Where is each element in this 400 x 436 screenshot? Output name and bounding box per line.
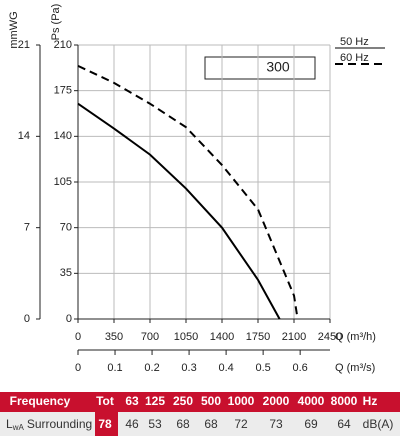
table-value: 72 [234, 417, 248, 431]
table-value: 73 [269, 417, 283, 431]
y2-tick-label: 21 [18, 39, 30, 51]
x-tick-label: 700 [141, 331, 159, 343]
x2-tick-label: 0.3 [181, 362, 196, 374]
table-row-bg [0, 412, 400, 436]
table-value: 53 [148, 417, 162, 431]
x2-tick-label: 0.5 [255, 362, 270, 374]
table-header: Tot [96, 394, 114, 408]
y2-tick-label: 0 [24, 313, 30, 325]
y2-tick-label: 14 [18, 130, 30, 142]
y-tick-label: 105 [54, 176, 72, 188]
y-tick-label: 140 [54, 130, 72, 142]
y-tick-label: 175 [54, 85, 72, 97]
model-label: 300 [266, 59, 290, 75]
curve [77, 102, 281, 320]
table-header: 250 [173, 394, 193, 408]
y2-axis-title: mmWG [8, 11, 20, 48]
table-header: 125 [145, 394, 165, 408]
table-header: 63 [125, 394, 139, 408]
legend-label: 60 Hz [340, 52, 369, 64]
table-value: 69 [304, 417, 318, 431]
x-tick-label: 2450 [318, 331, 342, 343]
y-axis-title: Ps (Pa) [50, 4, 62, 41]
x2-tick-label: 0.6 [293, 362, 308, 374]
table-header-bg [0, 392, 400, 412]
table-value: 64 [337, 417, 351, 431]
x-tick-label: 0 [75, 331, 81, 343]
table-header: 2000 [263, 394, 290, 408]
x2-tick-label: 0.1 [107, 362, 122, 374]
x2-axis-title: Q (m³/s) [335, 362, 375, 374]
table-value: 68 [176, 417, 190, 431]
x2-tick-label: 0 [75, 362, 81, 374]
y-tick-label: 70 [60, 222, 72, 234]
x-tick-label: 1400 [210, 331, 234, 343]
table-value: 68 [204, 417, 218, 431]
table-header: 1000 [228, 394, 255, 408]
x-tick-label: 1750 [246, 331, 270, 343]
y-tick-label: 35 [60, 267, 72, 279]
y2-tick-label: 7 [24, 222, 30, 234]
table-header: Frequency [10, 394, 71, 408]
row-label: LwA Surrounding [6, 417, 92, 432]
model-box [204, 56, 316, 80]
table-unit: dB(A) [363, 417, 394, 431]
x-axis-title: Q (m³/h) [335, 331, 376, 343]
x-tick-label: 1050 [174, 331, 198, 343]
table-header: 500 [201, 394, 221, 408]
legend-label: 50 Hz [340, 36, 369, 48]
table-header: Hz [363, 394, 378, 408]
x2-tick-label: 0.2 [144, 362, 159, 374]
table-header: 4000 [298, 394, 325, 408]
y-tick-label: 210 [54, 39, 72, 51]
table-header: 8000 [331, 394, 358, 408]
curve [77, 64, 299, 320]
y-tick-label: 0 [66, 313, 72, 325]
table-value: 46 [125, 417, 139, 431]
table-total: 78 [98, 417, 112, 431]
total-cell-bg [95, 412, 118, 436]
x-tick-label: 2100 [282, 331, 306, 343]
x2-tick-label: 0.4 [218, 362, 233, 374]
x-tick-label: 350 [105, 331, 123, 343]
